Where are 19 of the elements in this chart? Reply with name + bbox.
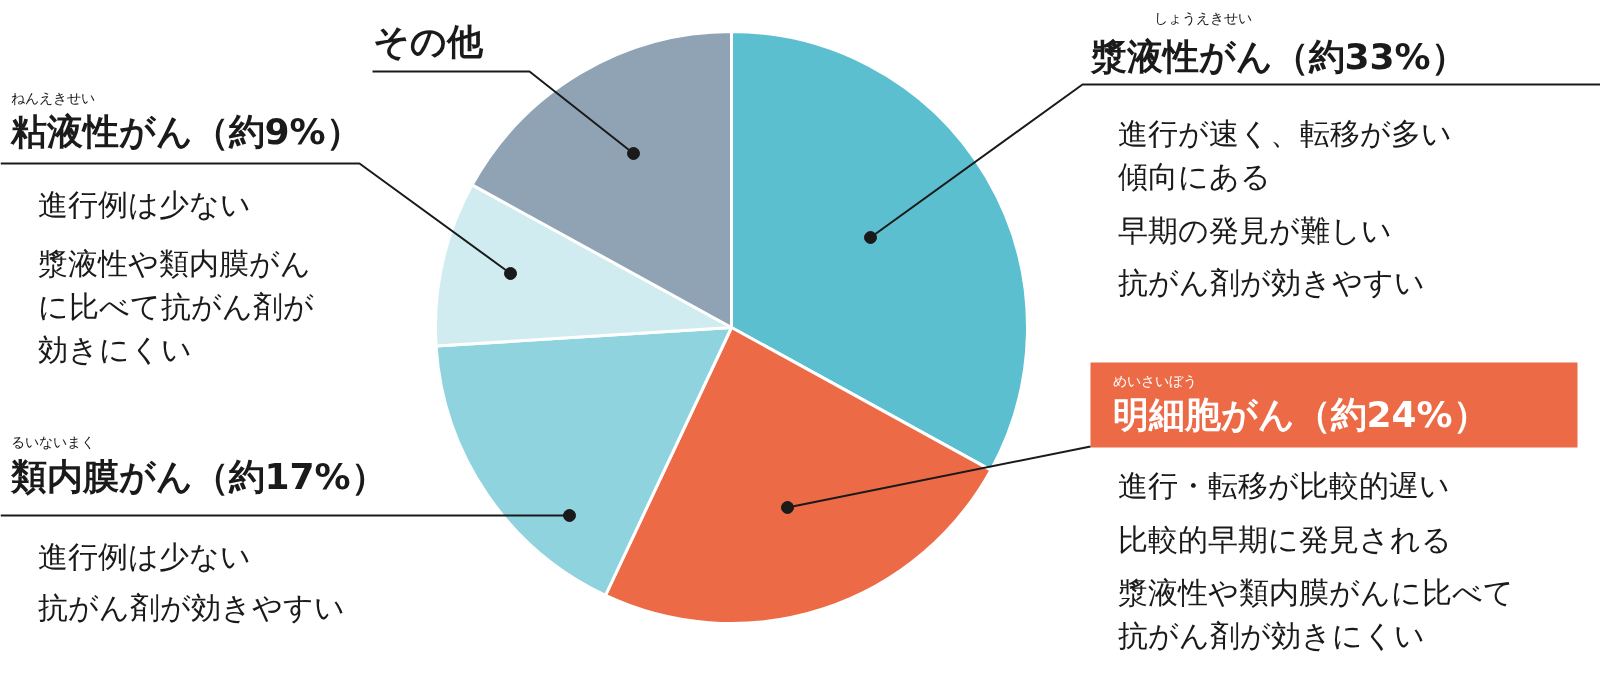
text: 比較的早期に発見される — [1117, 522, 1452, 557]
text: 進行が速く、転移が多い傾向にある — [1117, 116, 1452, 194]
text: 漿液性や類内膜がんに比べて抗がん剤が効きにくい — [37, 246, 314, 367]
text: るいないまく — [10, 433, 95, 450]
text: 抗がん剤が効きやすい — [1117, 265, 1425, 300]
slice-label: 類内膜がん（約17%） — [9, 456, 387, 497]
text: 進行・転移が比較的遅い — [1117, 468, 1450, 503]
slice-label: 漿液性がん（約33%） — [1089, 36, 1467, 77]
text: 抗がん剤が効きやすい — [37, 590, 345, 625]
text: 漿液性や類内膜がんに比べて抗がん剤が効きにくい — [1117, 575, 1514, 653]
slice-label: 粘液性がん（約9%） — [9, 111, 362, 152]
slice-label: 明細胞がん（約24%） — [1112, 394, 1489, 435]
text: 早期の発見が難しい — [1117, 213, 1392, 248]
text: ねんえきせい — [10, 89, 95, 106]
slice-label: その他 — [372, 21, 484, 62]
text: 進行例は少ない — [37, 187, 251, 222]
text: 進行例は少ない — [37, 539, 251, 574]
text: しょうえきせい — [1153, 9, 1252, 26]
text: めいさいぼう — [1112, 372, 1197, 389]
